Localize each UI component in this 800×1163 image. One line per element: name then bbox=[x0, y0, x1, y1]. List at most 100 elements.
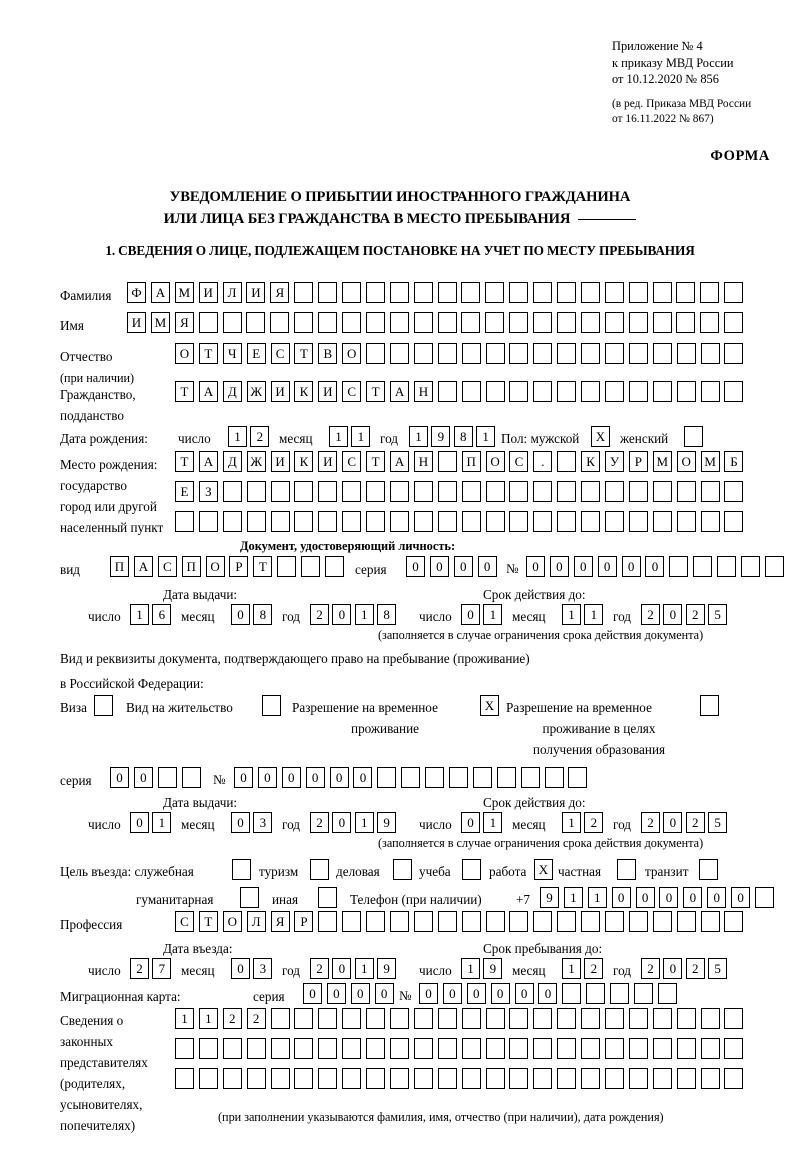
char-box[interactable] bbox=[342, 911, 362, 932]
char-box[interactable]: О bbox=[485, 451, 505, 472]
char-box[interactable]: 2 bbox=[310, 958, 329, 979]
char-box[interactable] bbox=[724, 1038, 744, 1059]
char-box[interactable]: 1 bbox=[476, 426, 496, 447]
char-box[interactable]: 0 bbox=[645, 556, 665, 577]
char-box[interactable] bbox=[605, 381, 625, 402]
char-box[interactable]: И bbox=[270, 381, 290, 402]
char-box[interactable] bbox=[605, 1068, 625, 1089]
char-box[interactable] bbox=[485, 1008, 505, 1029]
char-box[interactable] bbox=[581, 1068, 601, 1089]
char-box[interactable]: С bbox=[270, 343, 290, 364]
char-box[interactable] bbox=[294, 1038, 314, 1059]
char-box[interactable]: 8 bbox=[377, 604, 397, 625]
sex-male-checkbox[interactable]: X bbox=[591, 426, 610, 447]
char-box[interactable] bbox=[389, 312, 409, 333]
char-box[interactable] bbox=[557, 451, 577, 472]
char-box[interactable] bbox=[652, 312, 672, 333]
char-box[interactable] bbox=[342, 511, 362, 532]
char-box[interactable] bbox=[700, 911, 720, 932]
char-box[interactable] bbox=[461, 481, 481, 502]
char-box[interactable] bbox=[485, 312, 505, 333]
char-box[interactable] bbox=[301, 556, 321, 577]
char-box[interactable]: 2 bbox=[310, 604, 329, 625]
char-box[interactable] bbox=[365, 312, 385, 333]
char-box[interactable] bbox=[557, 1038, 577, 1059]
purpose-tourism-checkbox[interactable] bbox=[310, 859, 329, 880]
char-box[interactable] bbox=[485, 381, 505, 402]
char-box[interactable]: 1 bbox=[562, 958, 581, 979]
char-box[interactable] bbox=[605, 1038, 625, 1059]
char-box[interactable] bbox=[676, 312, 696, 333]
purpose-transit-checkbox[interactable] bbox=[699, 859, 718, 880]
char-box[interactable] bbox=[175, 1068, 194, 1089]
char-box[interactable]: Н bbox=[413, 381, 433, 402]
char-box[interactable] bbox=[652, 1008, 672, 1029]
legal-rep-input-line-3[interactable] bbox=[175, 1068, 744, 1089]
char-box[interactable] bbox=[724, 343, 744, 364]
purpose-study-checkbox[interactable] bbox=[462, 859, 481, 880]
char-box[interactable]: И bbox=[318, 381, 338, 402]
char-box[interactable] bbox=[764, 556, 784, 577]
char-box[interactable]: 2 bbox=[685, 958, 705, 979]
char-box[interactable]: Р bbox=[294, 911, 314, 932]
char-box[interactable] bbox=[568, 767, 588, 788]
char-box[interactable] bbox=[325, 556, 345, 577]
char-box[interactable]: 2 bbox=[685, 812, 705, 833]
char-box[interactable]: И bbox=[270, 451, 290, 472]
char-box[interactable] bbox=[676, 282, 696, 303]
char-box[interactable]: 3 bbox=[253, 958, 273, 979]
char-box[interactable] bbox=[605, 511, 625, 532]
char-box[interactable]: 0 bbox=[350, 983, 370, 1004]
char-box[interactable] bbox=[437, 911, 457, 932]
char-box[interactable] bbox=[157, 767, 177, 788]
char-box[interactable]: С bbox=[342, 381, 362, 402]
char-box[interactable]: 0 bbox=[538, 983, 558, 1004]
char-box[interactable] bbox=[509, 911, 529, 932]
char-box[interactable]: Ч bbox=[222, 343, 242, 364]
char-box[interactable] bbox=[485, 282, 505, 303]
char-box[interactable] bbox=[365, 282, 385, 303]
char-box[interactable] bbox=[198, 511, 218, 532]
char-box[interactable] bbox=[437, 451, 457, 472]
char-box[interactable]: 0 bbox=[635, 887, 655, 908]
char-box[interactable]: Л bbox=[222, 282, 242, 303]
char-box[interactable] bbox=[509, 1008, 529, 1029]
char-box[interactable] bbox=[581, 511, 601, 532]
char-box[interactable]: 2 bbox=[246, 1008, 266, 1029]
char-box[interactable]: 1 bbox=[354, 958, 374, 979]
char-box[interactable] bbox=[390, 911, 410, 932]
char-box[interactable] bbox=[366, 511, 386, 532]
char-box[interactable] bbox=[270, 1068, 290, 1089]
char-box[interactable] bbox=[198, 312, 218, 333]
char-box[interactable]: 1 bbox=[130, 604, 149, 625]
char-box[interactable]: 0 bbox=[442, 983, 462, 1004]
char-box[interactable] bbox=[724, 312, 744, 333]
char-box[interactable] bbox=[557, 1008, 577, 1029]
char-box[interactable] bbox=[366, 1008, 386, 1029]
char-box[interactable] bbox=[413, 312, 433, 333]
char-box[interactable]: Т bbox=[294, 343, 314, 364]
char-box[interactable] bbox=[533, 1068, 553, 1089]
char-box[interactable] bbox=[741, 556, 761, 577]
char-box[interactable]: 0 bbox=[329, 767, 349, 788]
char-box[interactable] bbox=[270, 481, 290, 502]
char-box[interactable] bbox=[437, 511, 457, 532]
char-box[interactable]: Ф bbox=[127, 282, 146, 303]
char-box[interactable] bbox=[366, 481, 386, 502]
char-box[interactable]: 5 bbox=[708, 604, 728, 625]
char-box[interactable] bbox=[318, 1038, 338, 1059]
char-box[interactable] bbox=[318, 511, 338, 532]
char-box[interactable] bbox=[628, 911, 648, 932]
char-box[interactable] bbox=[366, 1038, 386, 1059]
char-box[interactable] bbox=[318, 911, 338, 932]
char-box[interactable] bbox=[628, 481, 648, 502]
char-box[interactable] bbox=[628, 381, 648, 402]
